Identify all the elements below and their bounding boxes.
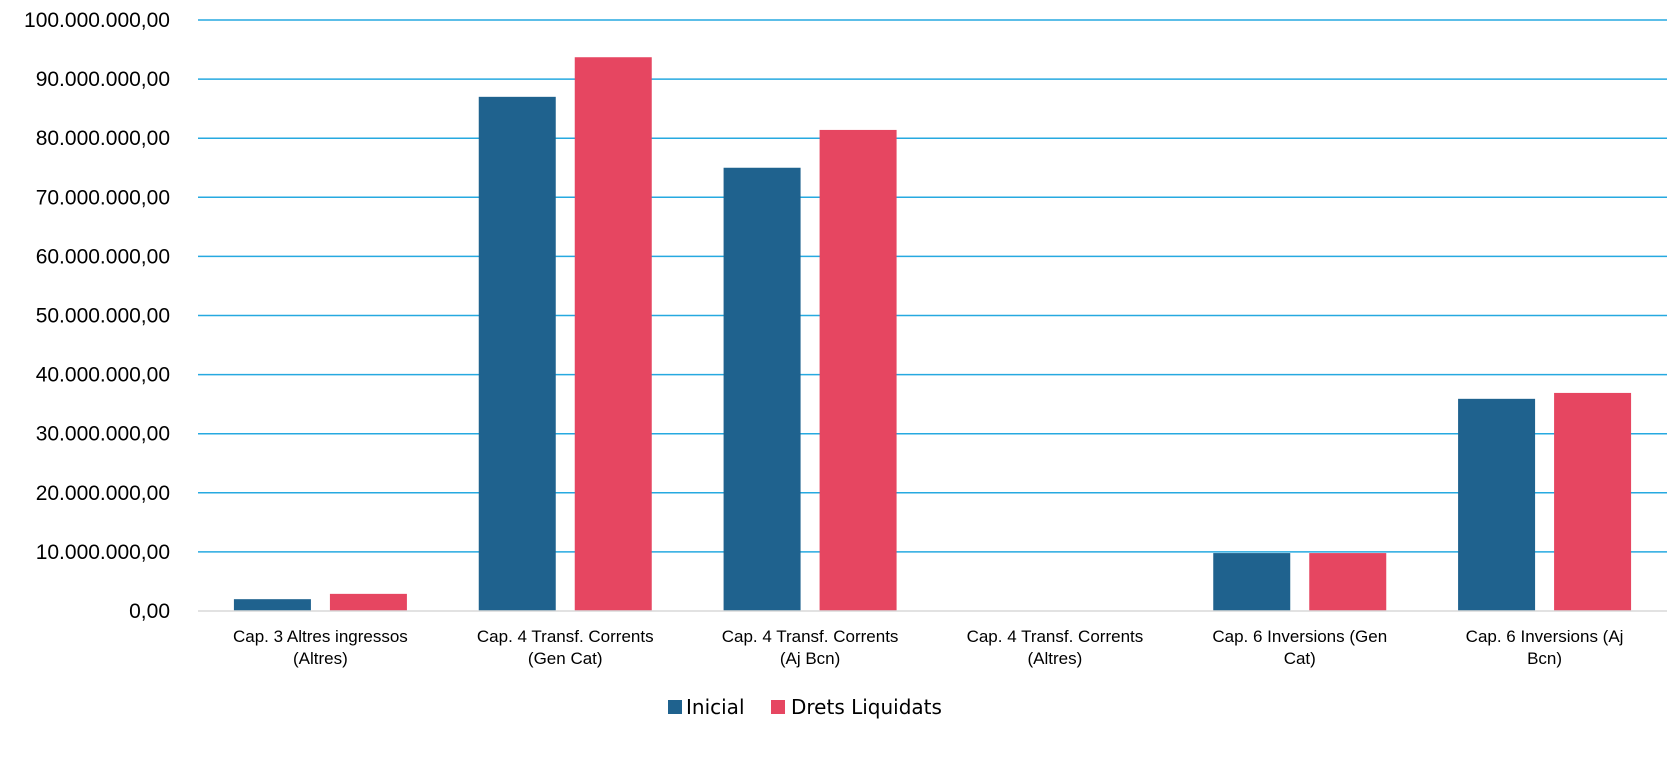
legend: Inicial Drets Liquidats (668, 695, 942, 719)
y-tick-label: 10.000.000,00 (36, 541, 170, 564)
x-tick-label: (Gen Cat) (528, 649, 603, 668)
bar-inicial (723, 167, 801, 611)
y-tick-label: 30.000.000,00 (36, 423, 170, 446)
x-tick-label: Bcn) (1527, 649, 1562, 668)
legend-label: Inicial (686, 695, 745, 719)
bar-drets-liquidats (819, 129, 897, 611)
legend-swatch (771, 700, 785, 714)
bar-inicial (233, 599, 311, 611)
y-axis: 0,00 10.000.000,00 20.000.000,00 30.000.000… (24, 9, 170, 623)
x-axis: Cap. 3 Altres ingressos (Altres) Cap. 4 Tr… (233, 627, 1623, 668)
y-tick-label: 20.000.000,00 (36, 482, 170, 505)
x-tick-label: (Aj Bcn) (780, 649, 840, 668)
y-tick-label: 60.000.000,00 (36, 245, 170, 268)
legend-label: Drets Liquidats (791, 695, 942, 719)
bars (233, 57, 1632, 611)
y-tick-label: 70.000.000,00 (36, 186, 170, 209)
y-tick-label: 40.000.000,00 (36, 364, 170, 387)
y-tick-label: 100.000.000,00 (24, 9, 170, 32)
x-tick-label: (Altres) (293, 649, 348, 668)
bar-inicial (1213, 553, 1291, 611)
x-tick-label: Cat) (1284, 649, 1316, 668)
legend-swatch (668, 700, 682, 714)
x-tick-label: (Altres) (1028, 649, 1083, 668)
x-tick-label: Cap. 4 Transf. Corrents (722, 627, 899, 646)
y-tick-label: 50.000.000,00 (36, 305, 170, 328)
y-tick-label: 80.000.000,00 (36, 127, 170, 150)
y-tick-label: 0,00 (129, 600, 170, 623)
bar-drets-liquidats (1554, 392, 1632, 611)
x-tick-label: Cap. 3 Altres ingressos (233, 627, 408, 646)
bar-drets-liquidats (1309, 553, 1387, 611)
y-tick-label: 90.000.000,00 (36, 68, 170, 91)
x-tick-label: Cap. 4 Transf. Corrents (477, 627, 654, 646)
gridlines (198, 19, 1667, 553)
bar-inicial (1458, 398, 1536, 611)
bar-drets-liquidats (574, 57, 652, 611)
bar-inicial (478, 96, 556, 611)
x-tick-label: Cap. 6 Inversions (Aj (1466, 627, 1624, 646)
bar-drets-liquidats (329, 593, 407, 611)
x-tick-label: Cap. 6 Inversions (Gen (1212, 627, 1387, 646)
x-tick-label: Cap. 4 Transf. Corrents (967, 627, 1144, 646)
